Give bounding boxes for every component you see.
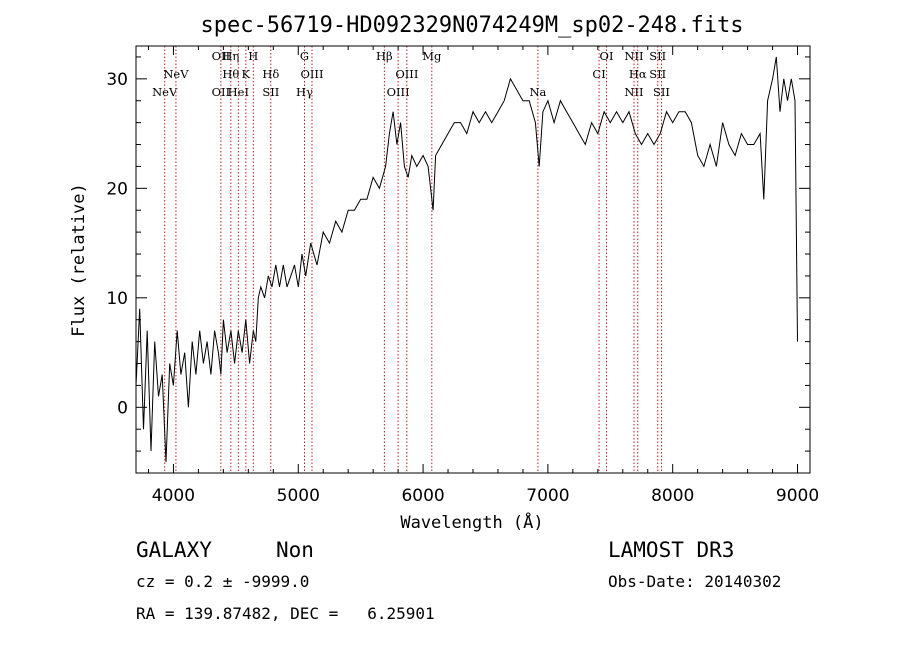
y-axis-label: Flux (relative): [69, 183, 89, 337]
object-subclass: Non: [276, 538, 314, 562]
emission-line-label: NII: [624, 85, 643, 99]
emission-line-label: SII: [262, 85, 279, 99]
y-tick-label: 10: [106, 289, 128, 309]
emission-line-label: OIII: [395, 67, 418, 81]
emission-line-label: OIII: [300, 67, 323, 81]
emission-line-label: NeV: [163, 67, 189, 81]
emission-line-label: Hα: [629, 67, 647, 81]
observation-date: Obs-Date: 20140302: [608, 572, 782, 591]
emission-line-label: HeI: [228, 85, 249, 99]
emission-line-label: Mg: [422, 49, 442, 63]
emission-line-label: SII: [649, 67, 666, 81]
emission-line-label: Hη: [222, 49, 239, 63]
emission-line-label: SII: [653, 85, 670, 99]
emission-line-label: Na: [529, 85, 546, 99]
emission-line-label: Hδ: [262, 67, 279, 81]
y-tick-label: 30: [106, 70, 128, 90]
emission-line-label: OIII: [387, 85, 410, 99]
y-tick-label: 0: [117, 398, 128, 418]
chart-title: spec-56719-HD092329N074249M_sp02-248.fit…: [200, 13, 743, 38]
emission-line-label: H: [248, 49, 258, 63]
emission-line-label: OI: [600, 49, 614, 63]
axis-ticks: 4000 5000 6000 7000 8000 9000 0 10 20 30: [106, 46, 819, 506]
survey-name: LAMOST DR3: [608, 538, 735, 562]
emission-line-label: Hγ: [296, 85, 313, 99]
redshift-cz: cz = 0.2 ± -9999.0: [136, 572, 310, 591]
emission-line-label: NII: [624, 49, 643, 63]
x-tick-label: 6000: [401, 486, 444, 506]
emission-line-label: SII: [649, 49, 666, 63]
emission-line-label: OII: [212, 85, 231, 99]
plot-frame: [135, 45, 811, 474]
spectrum-line: [135, 56, 798, 463]
x-tick-label: 4000: [152, 486, 195, 506]
emission-line-label: G: [300, 49, 309, 63]
x-tick-label: 7000: [526, 486, 569, 506]
object-class: GALAXY: [136, 538, 212, 562]
emission-line-label: CI: [592, 67, 605, 81]
emission-line-label: Hθ: [222, 67, 239, 81]
emission-line-label: Hβ: [376, 49, 393, 63]
x-axis-label: Wavelength (Å): [400, 511, 543, 533]
emission-line-label: OII: [212, 49, 231, 63]
x-tick-label: 8000: [651, 486, 694, 506]
emission-line-markers: NeVNeVOIIOIIHηHθHeIKHHδSIIGHγOIIIHβOIIIO…: [152, 46, 670, 473]
x-tick-label: 5000: [277, 486, 320, 506]
y-tick-label: 20: [106, 179, 128, 199]
emission-line-label: NeV: [152, 85, 178, 99]
x-tick-label: 9000: [776, 486, 819, 506]
emission-line-label: K: [242, 67, 251, 81]
coordinates: RA = 139.87482, DEC = 6.25901: [136, 604, 435, 623]
